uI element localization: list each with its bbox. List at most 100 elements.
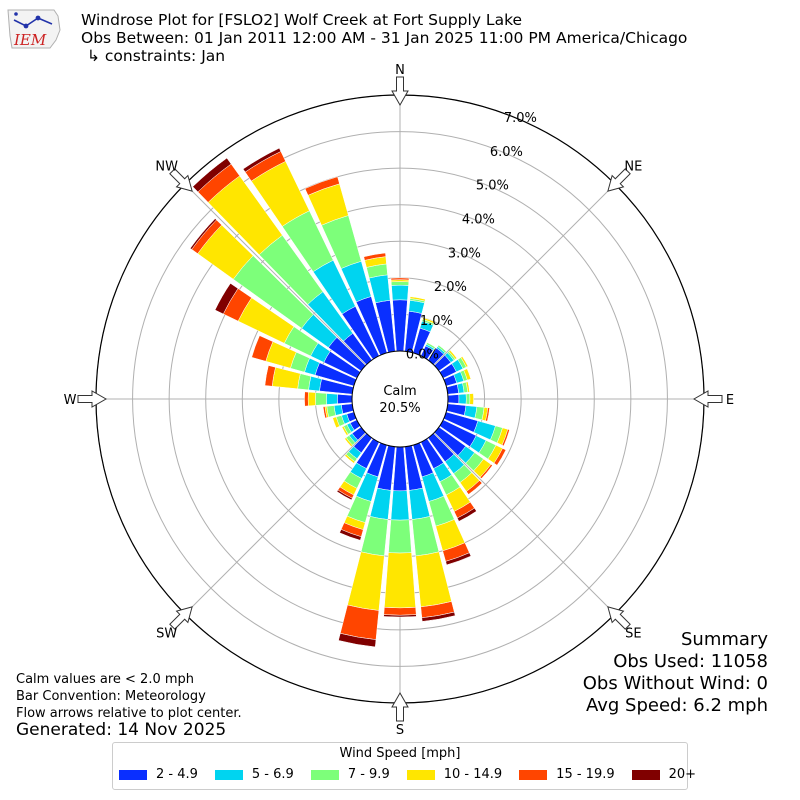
legend-entry: 5 - 6.9 xyxy=(214,767,294,782)
legend-entry: 15 - 19.9 xyxy=(519,767,615,782)
windrose-bar-segment xyxy=(339,529,362,541)
windrose-bar-segment xyxy=(390,281,410,286)
grid-spoke xyxy=(433,432,616,615)
calm-circle xyxy=(351,350,449,448)
flow-arrow-icon xyxy=(169,606,193,630)
windrose-bar-segment xyxy=(332,416,340,429)
legend-label: 20+ xyxy=(668,767,697,782)
windrose-bar-segment xyxy=(445,552,472,566)
svg-text:IEM: IEM xyxy=(13,31,47,49)
windrose-bar-segment xyxy=(344,437,353,447)
radial-tick-label: 7.0% xyxy=(504,111,537,126)
legend-entry: 7 - 9.9 xyxy=(310,767,390,782)
compass-label: NW xyxy=(155,160,178,175)
compass-label: W xyxy=(64,393,77,408)
legend-swatch xyxy=(214,769,243,780)
legend-items: 2 - 4.9 5 - 6.9 7 - 9.9 10 - 14.9 15 - 19.9 2… xyxy=(119,767,713,782)
calm-value: 20.5% xyxy=(379,401,420,416)
windrose-bar-segment xyxy=(384,552,416,609)
windrose-bar-segment xyxy=(501,428,510,447)
compass-label: N xyxy=(395,63,405,78)
windrose-bar-segment xyxy=(446,384,459,395)
legend-entry: 10 - 14.9 xyxy=(406,767,503,782)
windrose-bar-segment xyxy=(426,342,436,350)
radial-tick-label: 4.0% xyxy=(462,213,495,228)
grid-spoke xyxy=(184,432,367,615)
windrose-bar-segment xyxy=(337,394,353,404)
grid-spoke xyxy=(184,183,367,366)
chart-title: Windrose Plot for [FSLO2] Wolf Creek at … xyxy=(81,11,523,29)
windrose-bar-segment xyxy=(322,406,328,419)
windrose-bar-segment xyxy=(465,393,471,405)
legend-entry: 2 - 4.9 xyxy=(119,767,198,782)
legend-entry: 20+ xyxy=(631,767,697,782)
legend-title: Wind Speed [mph] xyxy=(339,746,461,761)
windrose-bar-segment xyxy=(338,633,377,648)
windrose-bar-segment xyxy=(463,368,472,381)
legend-label: 10 - 14.9 xyxy=(443,767,503,782)
flow-arrow-icon xyxy=(391,76,409,107)
windrose-bar-segment xyxy=(409,296,426,302)
windrose-bar-segment xyxy=(465,381,470,393)
flow-arrow-icon xyxy=(391,691,409,722)
windrose-bar-segment xyxy=(304,176,340,196)
generated-date: Generated: 14 Nov 2025 xyxy=(16,720,227,740)
radial-tick-label: 5.0% xyxy=(476,179,509,194)
grid-spoke xyxy=(433,183,616,366)
windrose-bar-segment xyxy=(479,464,493,479)
legend-label: 7 - 9.9 xyxy=(347,767,390,782)
compass-label: NE xyxy=(624,160,642,175)
radial-tick-label: 6.0% xyxy=(490,145,523,160)
windrose-bar-segment xyxy=(341,425,349,436)
windrose-bar-segment xyxy=(368,274,391,304)
windrose-bar-segment xyxy=(383,607,417,616)
flow-arrow-icon xyxy=(607,168,631,192)
compass-label: S xyxy=(396,723,404,738)
compass-label: E xyxy=(726,393,734,408)
radial-tick-label: 0.0% xyxy=(406,348,439,363)
calm-definition: Calm values are < 2.0 mph xyxy=(16,672,195,687)
windrose-bar-segment xyxy=(339,604,380,640)
windrose-bar-segment xyxy=(192,157,232,193)
windrose-bar-segment xyxy=(264,365,276,387)
legend-swatch xyxy=(310,769,339,780)
legend-swatch xyxy=(119,769,147,780)
legend-swatch xyxy=(519,769,548,780)
summary-box: Summary Obs Used: 11058 Obs Without Wind… xyxy=(583,629,768,717)
radial-tick-label: 3.0% xyxy=(448,246,481,261)
windrose-bar-segment xyxy=(214,282,239,315)
radial-tick-label: 1.0% xyxy=(420,314,453,329)
iem-logo: IEM xyxy=(7,9,61,49)
windrose-bar-segment xyxy=(189,218,217,250)
windrose-bar-segment xyxy=(242,147,282,173)
windrose-bar-segment xyxy=(363,252,387,261)
windrose-bar-segment xyxy=(336,489,353,501)
windrose-bar-segment xyxy=(469,393,474,405)
chart-subtitle: Obs Between: 01 Jan 2011 12:00 AM - 31 J… xyxy=(81,29,688,47)
flow-arrow-icon xyxy=(692,390,723,408)
flow-arrow-icon xyxy=(607,606,631,630)
windrose-bar-segment xyxy=(392,446,408,492)
bar-convention: Bar Convention: Meteorology xyxy=(16,689,206,704)
legend-swatch xyxy=(631,769,660,780)
windrose-bar-segment xyxy=(347,551,385,611)
compass-label: SW xyxy=(156,626,177,641)
windrose-bar-segment xyxy=(326,393,338,405)
flow-note: Flow arrows relative to plot center. xyxy=(16,706,242,721)
flow-arrow-icon xyxy=(77,390,108,408)
summary-obs-without-wind: Obs Without Wind: 0 xyxy=(582,673,768,694)
windrose-bar-segment xyxy=(458,393,467,405)
windrose-bar-segment xyxy=(344,453,356,464)
windrose-bar-segment xyxy=(251,335,274,362)
windrose-bar-segment xyxy=(493,448,507,466)
summary-obs-used: Obs Used: 11058 xyxy=(613,651,768,672)
legend: Wind Speed [mph] 2 - 4.9 5 - 6.9 7 - 9.9 10… xyxy=(112,742,696,790)
windrose-bar-segment xyxy=(341,403,354,414)
windrose-bar-segment xyxy=(315,392,327,406)
windrose-bar-segment xyxy=(437,344,447,354)
compass-label: SE xyxy=(625,626,641,641)
summary-avg-speed: Avg Speed: 6.2 mph xyxy=(586,695,768,716)
windrose-bar-segment xyxy=(390,277,410,281)
summary-heading: Summary xyxy=(681,629,768,650)
